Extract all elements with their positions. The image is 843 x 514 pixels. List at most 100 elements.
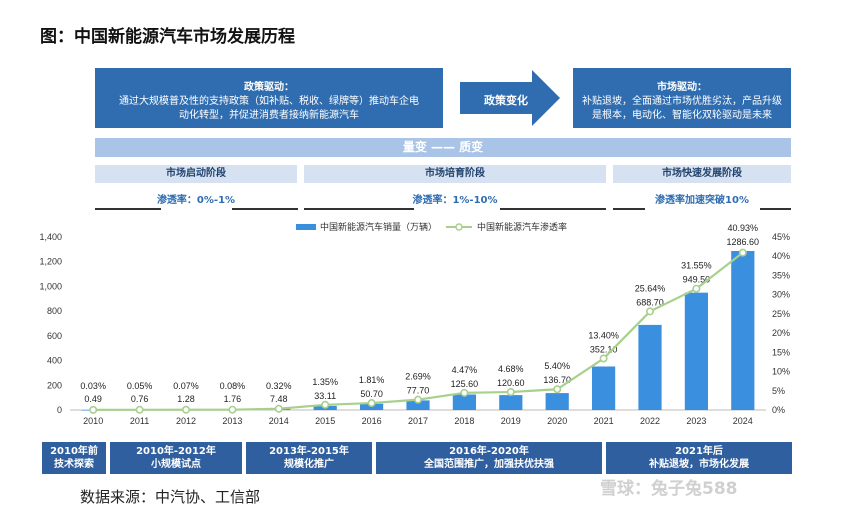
policy-heading: 政策驱动：	[244, 82, 294, 93]
penetration-value-label: 1.81%	[359, 375, 385, 385]
penetration-value-label: 4.47%	[452, 365, 478, 375]
y-tick-label: 1,200	[39, 257, 62, 267]
penetration-value-label: 1.35%	[312, 377, 338, 387]
market-heading: 市场驱动：	[657, 82, 707, 93]
watermark: 雪球：兔子兔588	[600, 479, 738, 499]
penetration-point	[135, 405, 144, 414]
penetration-point	[645, 307, 654, 316]
bar-value-label: 7.48	[270, 394, 288, 404]
penetration-point	[228, 405, 237, 414]
penetration-point	[89, 405, 98, 414]
penetration-point	[460, 388, 469, 397]
y-tick-label: 200	[47, 380, 62, 390]
footer-phase: 2010年-2012年 小规模试点	[110, 442, 242, 474]
divider-line	[760, 208, 791, 210]
y2-tick-label: 0%	[772, 405, 785, 415]
penetration-value-label: 5.40%	[544, 361, 570, 371]
bar	[638, 324, 662, 410]
bar-value-label: 1.76	[224, 394, 242, 404]
footer-phase-desc: 全国范围推广，加强扶优扶强	[424, 459, 554, 470]
y2-tick-label: 15%	[772, 347, 790, 357]
x-tick-label: 2020	[547, 416, 567, 426]
stage-startup: 市场启动阶段	[95, 165, 297, 183]
footer-phase-period: 2010年-2012年	[136, 446, 216, 457]
stage-rapid-growth: 市场快速发展阶段	[613, 165, 791, 183]
bar-value-label: 120.60	[497, 378, 525, 388]
bar-value-label: 949.50	[683, 275, 711, 285]
policy-box: 政策驱动： 通过大规模普及性的支持政策（如补贴、税收、绿牌等）推动车企电动化转型…	[95, 68, 443, 128]
arrow-icon	[460, 70, 560, 126]
bar	[406, 400, 430, 410]
bar	[731, 251, 755, 410]
bar-value-label: 1286.60	[727, 237, 760, 247]
policy-text: 通过大规模普及性的支持政策（如补贴、税收、绿牌等）推动车企电动化转型，并促进消费…	[119, 96, 419, 121]
y2-tick-label: 40%	[772, 251, 790, 261]
penetration-point	[692, 284, 701, 293]
bar	[452, 394, 476, 410]
y2-tick-label: 35%	[772, 270, 790, 280]
bar-value-label: 77.70	[407, 386, 430, 396]
divider-line	[232, 208, 298, 210]
legend-line-label: 中国新能源汽车渗透率	[477, 221, 567, 232]
x-tick-label: 2024	[733, 416, 753, 426]
penetration-point	[182, 405, 191, 414]
bar-value-label: 33.11	[314, 391, 336, 401]
penetration-value-label: 0.08%	[220, 381, 246, 391]
footer-phase-period: 2021年后	[675, 446, 723, 457]
penetration-point	[413, 395, 422, 404]
y2-tick-label: 10%	[772, 367, 790, 377]
y2-tick-label: 45%	[772, 232, 790, 242]
penetration-value-label: 0.07%	[173, 381, 199, 391]
bar-value-label: 352.10	[590, 344, 618, 354]
footer-phase: 2021年后 补贴退坡，市场化发展	[606, 442, 792, 474]
footer-phase-desc: 补贴退坡，市场化发展	[649, 459, 749, 470]
divider-line	[95, 208, 161, 210]
y-tick-label: 1,000	[39, 281, 62, 291]
y-tick-label: 1,400	[39, 232, 62, 242]
penetration-rapid-growth: 渗透率加速突破10%	[655, 195, 749, 206]
penetration-value-label: 31.55%	[681, 261, 712, 271]
arrow-label: 政策变化	[484, 94, 528, 107]
penetration-point	[321, 400, 330, 409]
y2-tick-label: 5%	[772, 386, 785, 396]
footer-phase-period: 2010年前	[50, 446, 98, 457]
x-tick-label: 2014	[269, 416, 289, 426]
x-tick-label: 2023	[686, 416, 706, 426]
penetration-value-label: 2.69%	[405, 372, 431, 382]
footer-phase: 2013年-2015年 规模化推广	[246, 442, 372, 474]
bar	[545, 393, 569, 410]
x-tick-label: 2018	[454, 416, 474, 426]
penetration-value-label: 0.32%	[266, 381, 292, 391]
penetration-value-label: 40.93%	[728, 223, 759, 233]
footer-phase: 2016年-2020年 全国范围推广，加强扶优扶强	[376, 442, 602, 474]
bar-value-label: 688.70	[636, 297, 664, 307]
legend-bar-label: 中国新能源汽车销量（万辆）	[320, 221, 437, 232]
footer-phase-desc: 小规模试点	[151, 459, 201, 470]
penetration-point	[553, 385, 562, 394]
footer-phase-desc: 技术探索	[54, 459, 94, 470]
y2-tick-label: 25%	[772, 309, 790, 319]
bar	[592, 366, 616, 410]
y-tick-label: 400	[47, 356, 62, 366]
x-tick-label: 2011	[130, 416, 149, 426]
y2-tick-label: 30%	[772, 290, 790, 300]
y2-tick-label: 20%	[772, 328, 790, 338]
divider-line	[304, 208, 414, 210]
stage-cultivation: 市场培育阶段	[304, 165, 606, 183]
x-tick-label: 2017	[408, 416, 428, 426]
penetration-point	[367, 399, 376, 408]
footer-phase-desc: 规模化推广	[284, 459, 334, 470]
penetration-startup: 渗透率：0%-1%	[156, 195, 236, 206]
bar	[499, 395, 523, 410]
x-tick-label: 2010	[83, 416, 103, 426]
footer-phase: 2010年前 技术探索	[42, 442, 106, 474]
penetration-value-label: 25.64%	[635, 283, 666, 293]
change-band: 量变 —— 质变	[95, 138, 791, 157]
penetration-value-label: 0.03%	[80, 381, 106, 391]
bar-value-label: 50.70	[360, 389, 383, 399]
x-tick-label: 2012	[176, 416, 196, 426]
penetration-value-label: 0.05%	[127, 381, 153, 391]
footer-phase-period: 2016年-2020年	[449, 446, 529, 457]
penetration-point	[738, 248, 747, 257]
